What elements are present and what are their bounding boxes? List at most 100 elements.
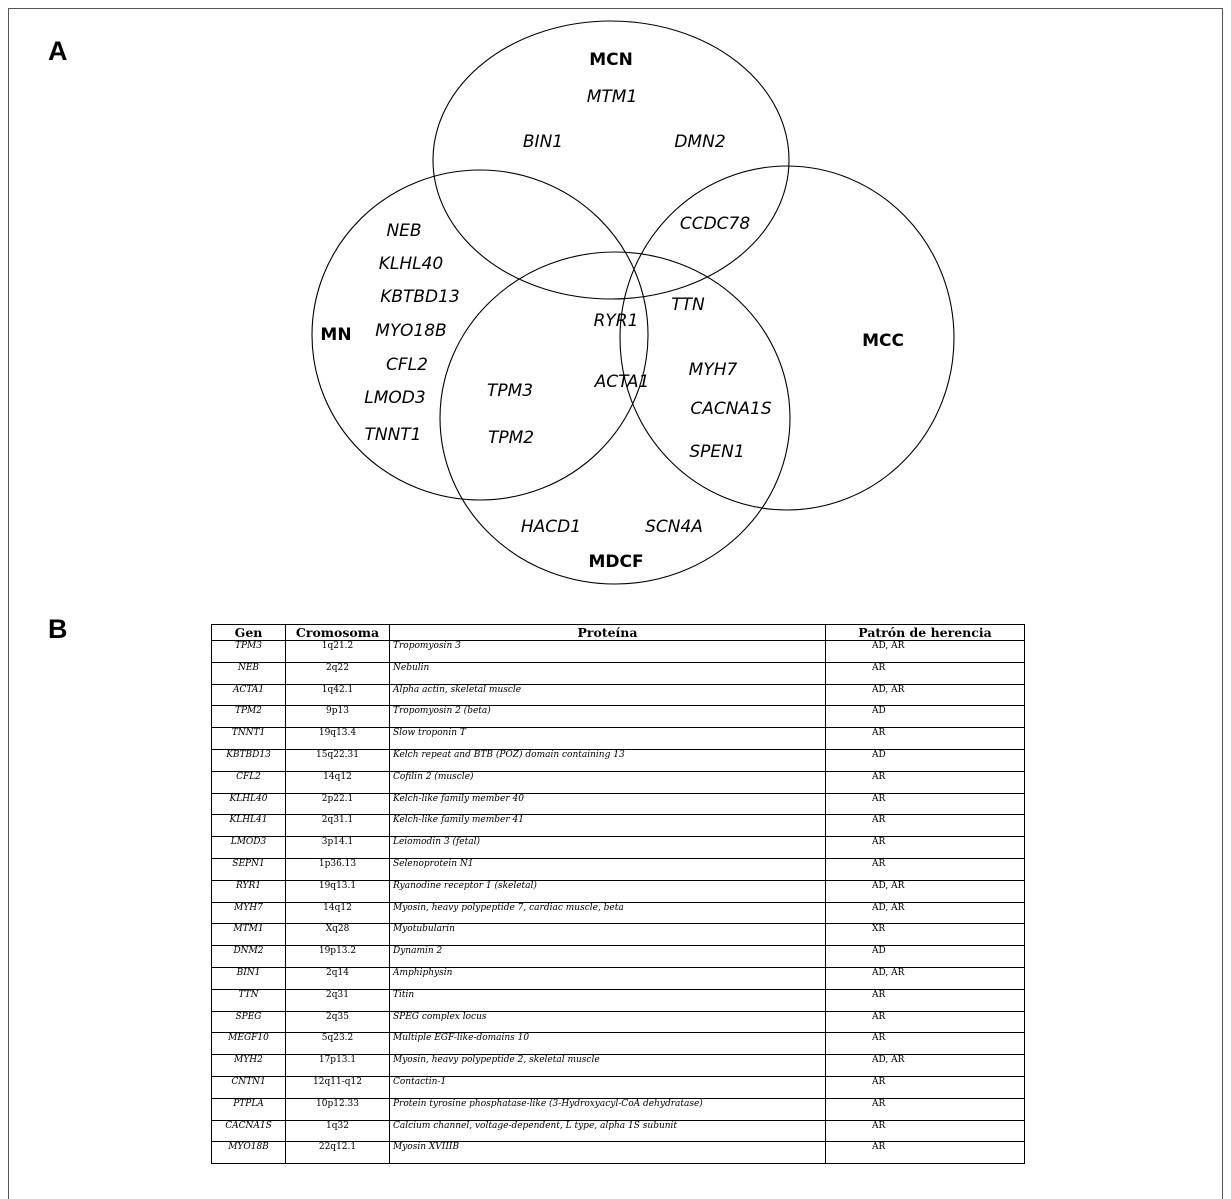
figure-frame <box>8 8 1223 1199</box>
table-row: MYH7 14q12 Myosin, heavy polypeptide 7, ca… <box>211 902 1025 925</box>
gene-myo18b: MYO18B <box>375 321 446 341</box>
cell-chromosome: 1q32 <box>285 1120 390 1143</box>
cell-protein: Kelch-like family member 40 <box>389 793 826 816</box>
gene-acta1: ACTA1 <box>594 372 650 392</box>
gene-tpm3: TPM3 <box>487 381 533 401</box>
cell-inheritance: AR <box>825 1011 1025 1034</box>
cell-chromosome: 19q13.1 <box>285 880 390 903</box>
cell-gene: ACTA1 <box>211 684 286 707</box>
header-proteina: Proteína <box>389 624 826 641</box>
gene-scn4a: SCN4A <box>645 517 703 537</box>
cell-gene: RYR1 <box>211 880 286 903</box>
cell-inheritance: AD, AR <box>825 880 1025 903</box>
table-row: DNM2 19p13.2 Dynamin 2 AD <box>211 945 1025 968</box>
table-row: MTM1 Xq28 Myotubularin XR <box>211 923 1025 947</box>
cell-chromosome: 22q12.1 <box>285 1141 390 1165</box>
header-gen: Gen <box>211 624 286 641</box>
cell-chromosome: 2p22.1 <box>285 793 390 816</box>
cell-protein: Multiple EGF-like-domains 10 <box>389 1032 826 1056</box>
cell-gene: MYH7 <box>211 902 286 925</box>
cell-chromosome: 14q12 <box>285 771 390 794</box>
cell-gene: MTM1 <box>211 923 286 947</box>
panel-a-label: A <box>48 36 68 66</box>
cell-inheritance: AR <box>825 989 1025 1012</box>
table-row: SEPN1 1p36.13 Selenoprotein N1 AR <box>211 858 1025 881</box>
cell-protein: Myosin, heavy polypeptide 2, skeletal mu… <box>389 1054 826 1077</box>
gene-ttn: TTN <box>671 295 705 315</box>
cell-protein: Protein tyrosine phosphatase-like (3-Hyd… <box>389 1098 826 1121</box>
cell-protein: Nebulin <box>389 662 826 685</box>
gene-ccdc78: CCDC78 <box>680 214 751 234</box>
cell-protein: Tropomyosin 2 (beta) <box>389 705 826 729</box>
cell-inheritance: AD, AR <box>825 967 1025 990</box>
cell-inheritance: AR <box>825 771 1025 794</box>
cell-protein: Amphiphysin <box>389 967 826 990</box>
cell-gene: SEPN1 <box>211 858 286 881</box>
venn-diagram: MCN MN MCC MDCF MTM1 BIN1 DMN2 CCDC78 NE… <box>311 20 955 585</box>
cell-protein: Contactin-1 <box>389 1076 826 1099</box>
cell-protein: Dynamin 2 <box>389 945 826 968</box>
cell-gene: KLHL41 <box>211 814 286 838</box>
table-row: KLHL40 2p22.1 Kelch-like family member 40 A… <box>211 793 1025 816</box>
gene-bin1: BIN1 <box>523 132 563 152</box>
cell-gene: CFL2 <box>211 771 286 794</box>
gene-tpm2: TPM2 <box>488 428 534 448</box>
cell-chromosome: 2q35 <box>285 1011 390 1034</box>
cell-protein: Alpha actin, skeletal muscle <box>389 684 826 707</box>
cell-protein: Myotubularin <box>389 923 826 947</box>
table-row: RYR1 19q13.1 Ryanodine receptor 1 (skeleta… <box>211 880 1025 903</box>
cell-chromosome: 10p12.33 <box>285 1098 390 1121</box>
header-patron: Patrón de herencia <box>825 624 1025 641</box>
cell-inheritance: AR <box>825 793 1025 816</box>
cell-chromosome: 2q31.1 <box>285 814 390 838</box>
cell-chromosome: 14q12 <box>285 902 390 925</box>
cell-protein: Titin <box>389 989 826 1012</box>
cell-protein: Kelch repeat and BTB (POZ) domain contai… <box>389 749 826 772</box>
table-row: MYO18B 22q12.1 Myosin XVIIIB AR <box>211 1141 1025 1165</box>
cell-gene: CACNA1S <box>211 1120 286 1143</box>
cell-inheritance: AR <box>825 836 1025 859</box>
table-row: KLHL41 2q31.1 Kelch-like family member 41 A… <box>211 814 1025 838</box>
cell-protein: Cofilin 2 (muscle) <box>389 771 826 794</box>
cell-gene: LMOD3 <box>211 836 286 859</box>
cell-inheritance: AR <box>825 1076 1025 1099</box>
circle-mdcf <box>439 251 791 585</box>
cell-chromosome: 12q11-q12 <box>285 1076 390 1099</box>
cell-protein: Calcium channel, voltage-dependent, L ty… <box>389 1120 826 1143</box>
circle-mcc <box>619 165 955 511</box>
gene-hacd1: HACD1 <box>521 517 581 537</box>
table-row: ACTA1 1q42.1 Alpha actin, skeletal muscle A… <box>211 684 1025 707</box>
cell-chromosome: 2q31 <box>285 989 390 1012</box>
gene-mtm1: MTM1 <box>587 87 638 107</box>
table-row: LMOD3 3p14.1 Leiomodin 3 (fetal) AR <box>211 836 1025 859</box>
cell-inheritance: AD, AR <box>825 640 1025 663</box>
cell-gene: DNM2 <box>211 945 286 968</box>
cell-inheritance: AR <box>825 662 1025 685</box>
table-row: CFL2 14q12 Cofilin 2 (muscle) AR <box>211 771 1025 794</box>
table-row: TPM3 1q21.2 Tropomyosin 3 AD, AR <box>211 640 1025 663</box>
cell-chromosome: 1q42.1 <box>285 684 390 707</box>
cell-protein: Selenoprotein N1 <box>389 858 826 881</box>
table-row: TNNT1 19q13.4 Slow troponin T AR <box>211 727 1025 750</box>
gene-table: Gen Cromosoma Proteína Patrón de herenci… <box>211 624 1025 1165</box>
set-label-mn: MN <box>320 325 351 345</box>
set-label-mcc: MCC <box>862 331 904 351</box>
cell-inheritance: AR <box>825 858 1025 881</box>
cell-gene: TPM3 <box>211 640 286 663</box>
gene-kbtbd13: KBTBD13 <box>380 287 460 307</box>
gene-cfl2: CFL2 <box>386 355 428 375</box>
table-row: NEB 2q22 Nebulin AR <box>211 662 1025 685</box>
cell-gene: CNTN1 <box>211 1076 286 1099</box>
cell-protein: Tropomyosin 3 <box>389 640 826 663</box>
cell-inheritance: AD, AR <box>825 1054 1025 1077</box>
table-row: SPEG 2q35 SPEG complex locus AR <box>211 1011 1025 1034</box>
cell-protein: Ryanodine receptor 1 (skeletal) <box>389 880 826 903</box>
gene-lmod3: LMOD3 <box>364 388 425 408</box>
cell-protein: Myosin XVIIIB <box>389 1141 826 1165</box>
cell-gene: KBTBD13 <box>211 749 286 772</box>
cell-chromosome: 3p14.1 <box>285 836 390 859</box>
cell-protein: Leiomodin 3 (fetal) <box>389 836 826 859</box>
cell-gene: BIN1 <box>211 967 286 990</box>
set-label-mdcf: MDCF <box>588 552 643 572</box>
gene-myh7: MYH7 <box>689 360 738 380</box>
